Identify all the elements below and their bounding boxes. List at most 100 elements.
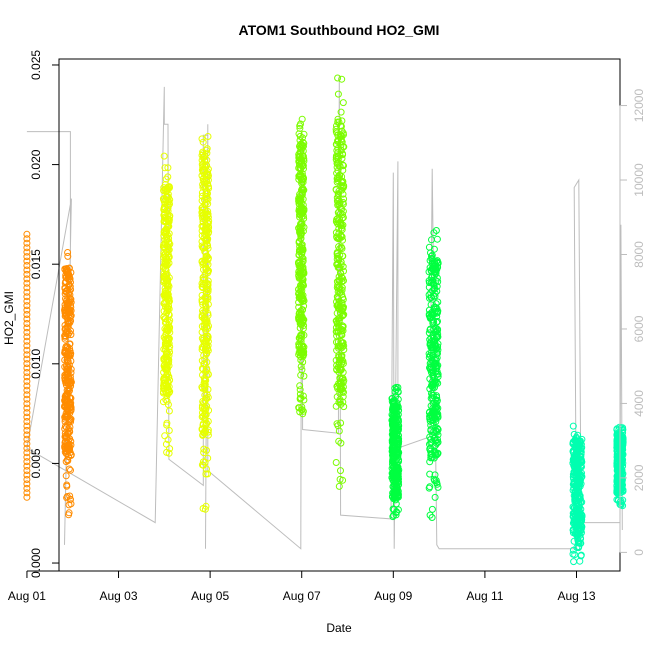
data-point	[336, 365, 344, 373]
data-point	[395, 440, 402, 448]
data-point	[164, 224, 171, 231]
data-point	[162, 175, 170, 183]
y-axis: 0.000 0.005 0.010 0.015 0.020 0.025	[29, 50, 60, 578]
data-point	[160, 277, 168, 285]
data-point	[23, 458, 31, 466]
data-point	[390, 438, 398, 446]
data-point	[389, 513, 397, 521]
data-point	[61, 425, 69, 433]
data-point	[431, 493, 439, 501]
data-point	[339, 99, 347, 107]
data-point	[163, 448, 171, 456]
data-point	[575, 526, 583, 534]
data-point	[201, 415, 209, 423]
data-point	[573, 440, 581, 448]
data-point	[296, 317, 304, 325]
data-point	[340, 377, 348, 384]
data-point	[575, 504, 583, 512]
data-point	[198, 346, 206, 354]
data-point	[23, 315, 31, 323]
data-point	[427, 363, 435, 371]
data-point	[23, 471, 31, 479]
data-point	[61, 285, 69, 293]
data-point	[425, 243, 433, 251]
data-point	[23, 373, 31, 381]
series-2	[159, 152, 174, 457]
data-point	[61, 442, 69, 450]
data-point	[65, 320, 73, 328]
data-point	[298, 191, 306, 199]
data-point	[198, 135, 206, 143]
data-point	[160, 313, 168, 321]
data-point	[23, 311, 31, 318]
data-point	[23, 266, 31, 274]
data-point	[434, 317, 441, 325]
data-point	[431, 340, 439, 348]
data-point	[431, 434, 439, 442]
data-point	[163, 421, 171, 429]
data-point	[161, 353, 169, 361]
data-point	[162, 291, 170, 299]
data-point	[296, 386, 304, 394]
data-point	[334, 215, 342, 222]
data-point	[23, 435, 31, 443]
data-point	[570, 558, 578, 566]
data-point	[23, 337, 31, 345]
data-point	[618, 459, 625, 467]
data-point	[334, 90, 342, 98]
data-point	[23, 476, 31, 483]
data-point	[163, 187, 171, 195]
data-point	[164, 401, 172, 409]
data-point	[576, 557, 584, 565]
x-tick-label: Aug 13	[557, 589, 595, 603]
data-point	[295, 260, 303, 268]
data-point	[198, 296, 206, 304]
data-point	[23, 364, 31, 372]
data-point	[161, 260, 169, 268]
data-point	[430, 341, 438, 348]
data-point	[338, 75, 346, 83]
data-point	[389, 489, 397, 497]
data-point	[431, 378, 439, 386]
data-point	[165, 321, 172, 329]
x-tick-label: Aug 11	[466, 589, 503, 603]
data-point	[389, 414, 397, 422]
data-point	[429, 417, 437, 424]
data-point	[66, 387, 73, 394]
data-point	[340, 182, 348, 190]
data-point	[164, 210, 172, 218]
data-point	[575, 468, 583, 476]
data-point	[63, 265, 70, 273]
data-point	[333, 250, 341, 258]
data-point	[63, 400, 71, 408]
data-point	[198, 291, 206, 299]
data-point	[334, 115, 342, 123]
data-point	[428, 236, 435, 244]
data-point	[426, 264, 434, 272]
data-point	[338, 277, 346, 285]
data-point	[340, 162, 347, 170]
data-point	[393, 403, 401, 411]
data-point	[570, 518, 578, 526]
data-point	[337, 467, 344, 475]
data-point	[65, 425, 73, 433]
data-point	[23, 297, 31, 305]
data-point	[23, 382, 31, 390]
data-point	[23, 480, 31, 488]
data-point	[164, 173, 172, 181]
data-point	[334, 320, 341, 328]
data-point	[432, 355, 440, 363]
data-point	[62, 273, 70, 281]
data-point	[199, 280, 207, 288]
series-5	[332, 74, 348, 490]
data-point	[338, 344, 346, 352]
data-point	[64, 323, 72, 331]
data-point	[200, 244, 207, 252]
data-point	[333, 420, 341, 428]
data-point	[295, 251, 303, 259]
data-point	[338, 127, 346, 135]
data-point	[300, 205, 308, 213]
data-point	[297, 356, 305, 364]
data-point	[198, 313, 206, 321]
